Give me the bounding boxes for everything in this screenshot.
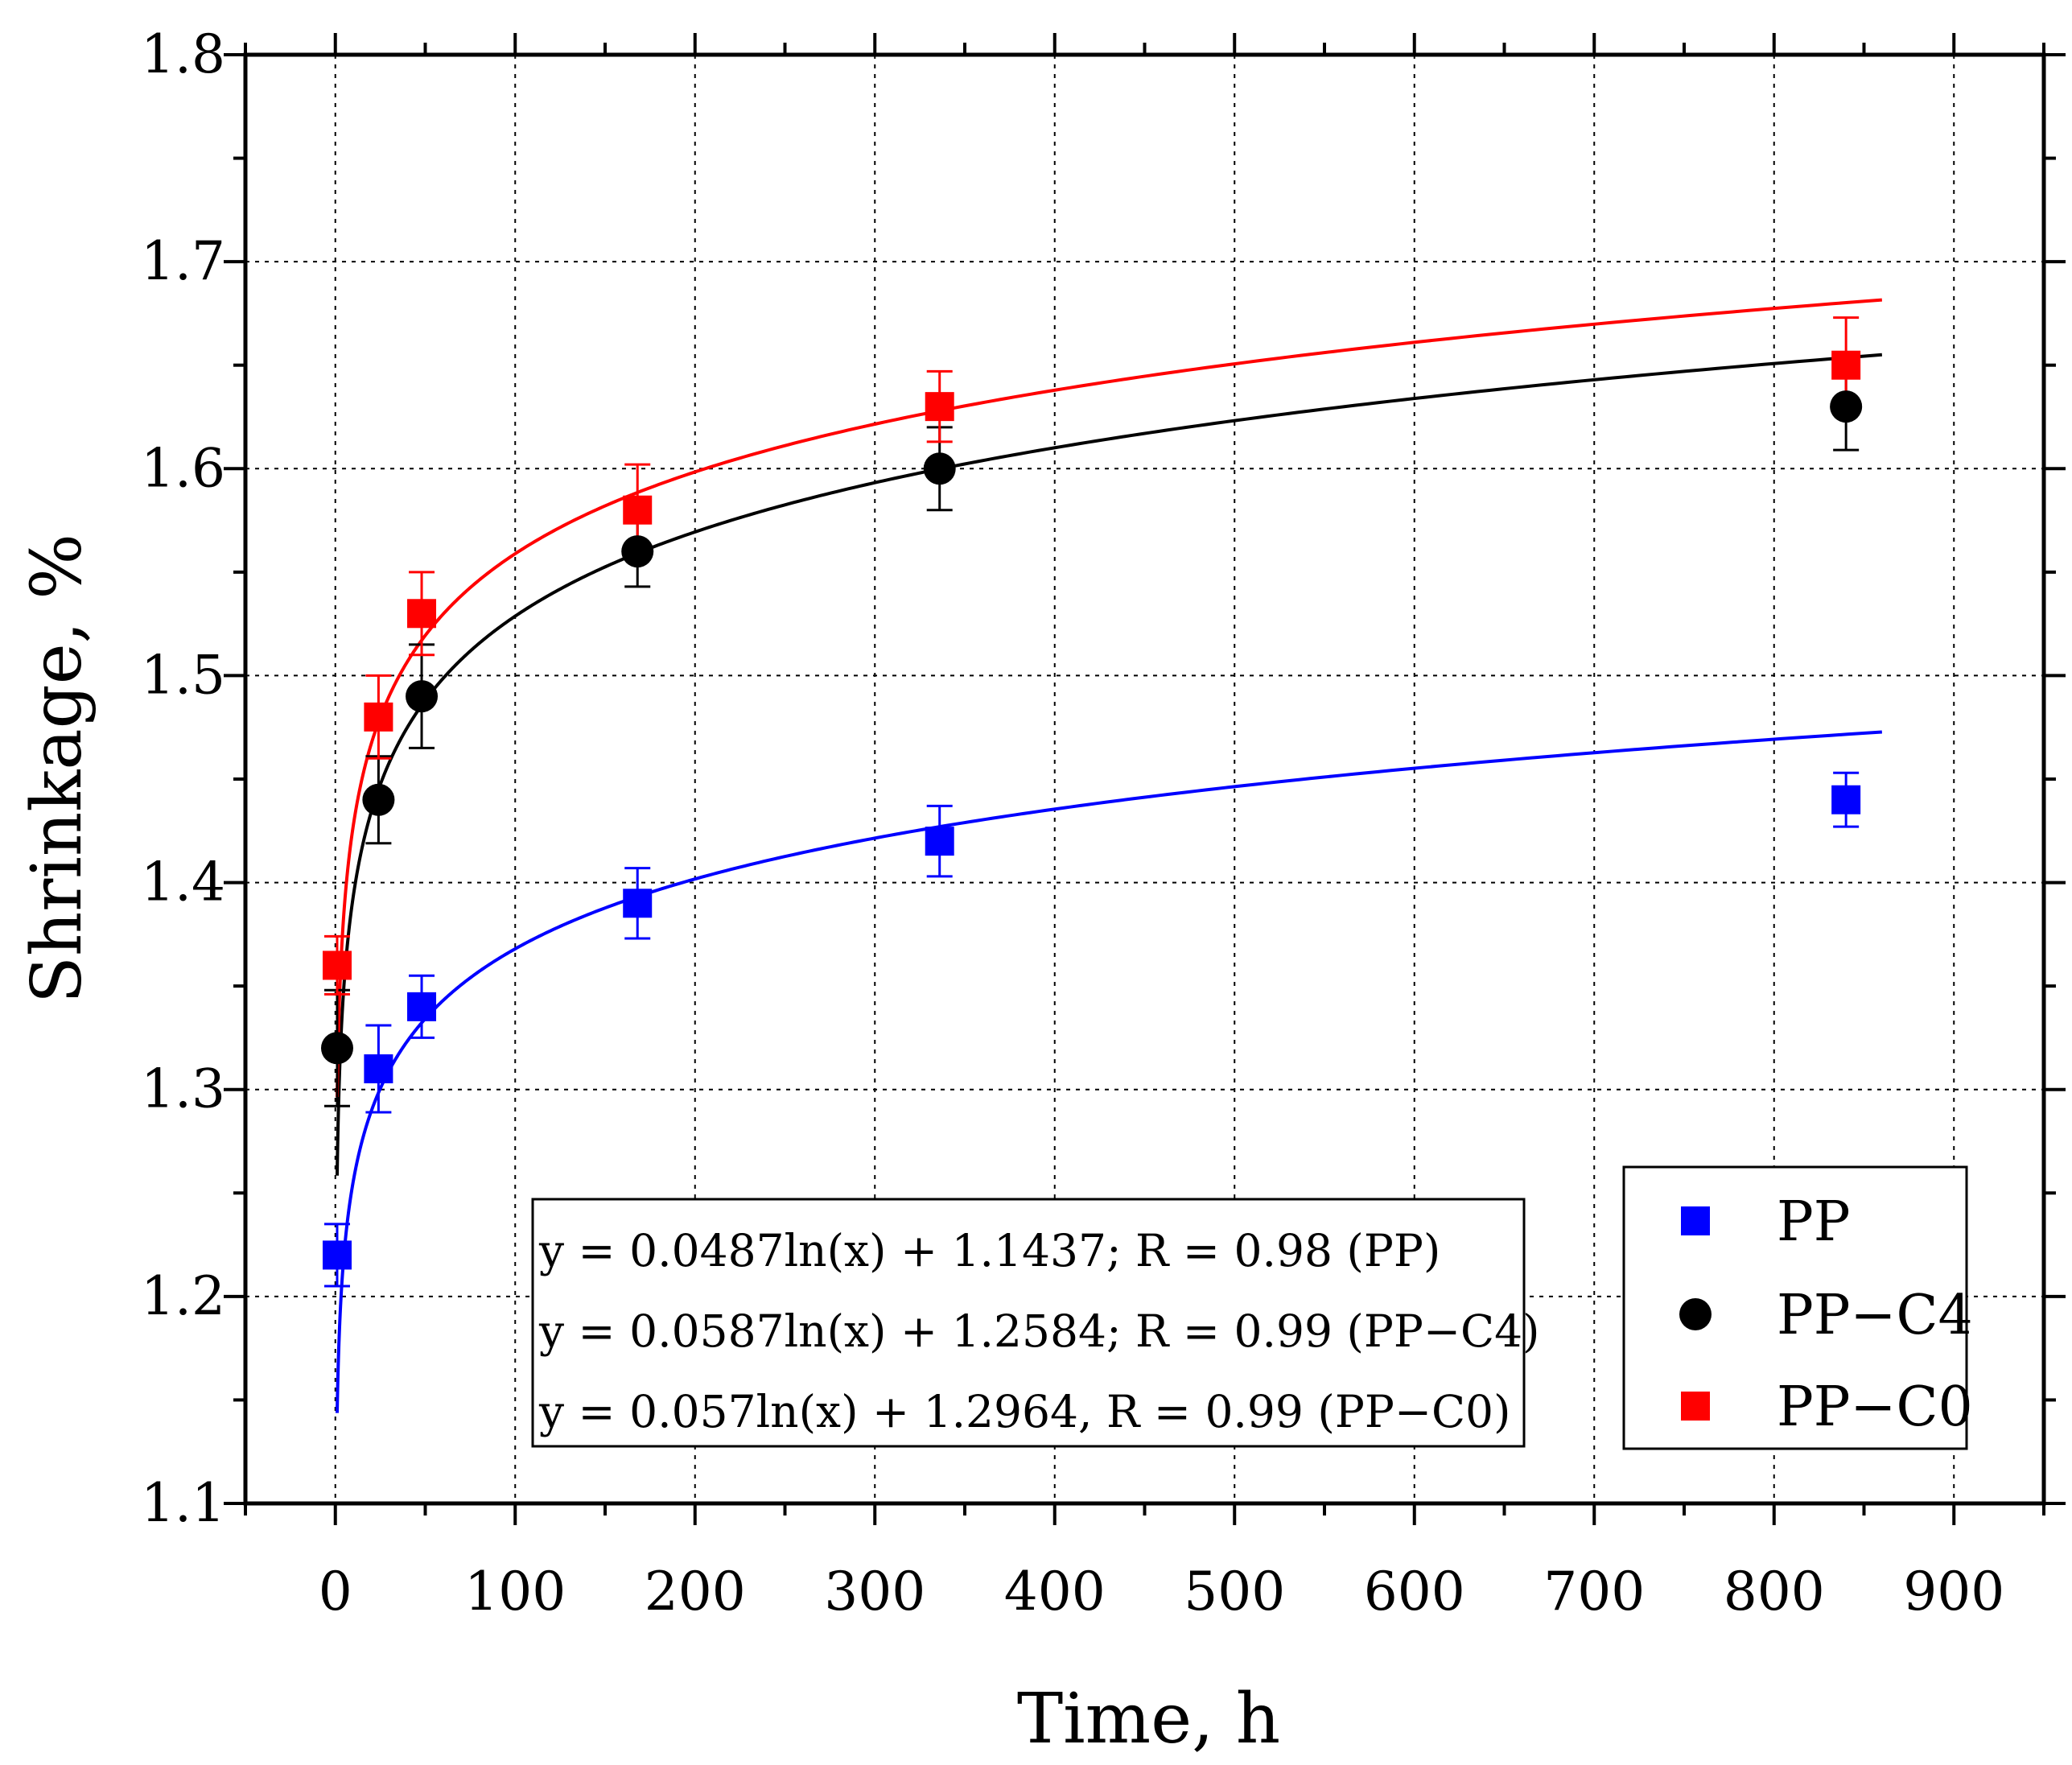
data-point-pp <box>925 827 954 856</box>
y-tick-label: 1.8 <box>141 23 225 85</box>
y-tick-label: 1.5 <box>141 644 225 706</box>
x-tick-label: 200 <box>645 1561 746 1623</box>
y-tick-label: 1.6 <box>141 437 225 499</box>
data-point-pp-c4 <box>362 783 395 816</box>
data-point-pp-c0 <box>322 951 352 980</box>
y-tick-label: 1.2 <box>141 1265 225 1327</box>
x-tick-label: 400 <box>1004 1561 1106 1623</box>
y-tick-label: 1.3 <box>141 1058 225 1120</box>
x-tick-label: 500 <box>1184 1561 1285 1623</box>
y-tick-label: 1.1 <box>141 1472 225 1534</box>
legend-marker-pp <box>1681 1206 1710 1235</box>
data-point-pp-c0 <box>364 702 393 732</box>
x-tick-label: 300 <box>824 1561 925 1623</box>
legend: PP PP−C4 PP−C0 <box>1622 1165 1973 1450</box>
data-point-pp-c0 <box>925 392 954 422</box>
legend-label-pp-c4: PP−C4 <box>1777 1284 1973 1347</box>
legend-label-pp-c0: PP−C0 <box>1777 1375 1973 1439</box>
equation-pp-c4: y = 0.0587ln(x) + 1.2584; R = 0.99 (PP−C… <box>538 1305 1540 1357</box>
data-point-pp-c0 <box>623 495 653 525</box>
data-markers <box>320 350 1863 1270</box>
data-point-pp <box>364 1054 393 1083</box>
data-point-pp <box>322 1240 352 1270</box>
y-axis-title: Shrinkage, % <box>17 534 97 1004</box>
legend-marker-pp-c0 <box>1681 1392 1710 1421</box>
legend-label-pp: PP <box>1777 1190 1851 1254</box>
x-tick-label: 100 <box>464 1561 566 1623</box>
tick-labels: 0 100 200 300 400 500 600 700 800 900 1.1 1.2 1.3 1.4… <box>141 23 2004 1623</box>
data-point-pp-c0 <box>407 599 437 629</box>
data-point-pp-c0 <box>1831 350 1861 380</box>
x-tick-label: 0 <box>319 1561 352 1623</box>
y-tick-label: 1.7 <box>141 230 225 292</box>
y-tick-label: 1.4 <box>141 852 225 913</box>
equation-box-frame <box>531 1198 1526 1448</box>
data-point-pp-c4 <box>406 680 439 713</box>
x-tick-label: 900 <box>1903 1561 2004 1623</box>
data-point-pp-c4 <box>923 452 956 485</box>
x-tick-label: 700 <box>1543 1561 1645 1623</box>
data-point-pp-c4 <box>621 535 654 568</box>
data-point-pp-c4 <box>320 1032 353 1065</box>
axis-ticks <box>224 33 2066 1525</box>
x-axis-title: Time, h <box>1017 1679 1280 1759</box>
equation-box: y = 0.0487ln(x) + 1.1437; R = 0.98 (PP) … <box>531 1198 1540 1448</box>
x-tick-label: 600 <box>1364 1561 1465 1623</box>
data-point-pp <box>407 992 437 1021</box>
equation-pp-c0: y = 0.057ln(x) + 1.2964, R = 0.99 (PP−C0… <box>538 1386 1510 1437</box>
x-tick-label: 800 <box>1724 1561 1825 1623</box>
legend-marker-pp-c4 <box>1679 1298 1712 1330</box>
data-point-pp <box>1831 785 1861 814</box>
data-point-pp <box>623 889 653 918</box>
data-point-pp-c4 <box>1830 390 1863 423</box>
equation-pp: y = 0.0487ln(x) + 1.1437; R = 0.98 (PP) <box>538 1225 1440 1276</box>
